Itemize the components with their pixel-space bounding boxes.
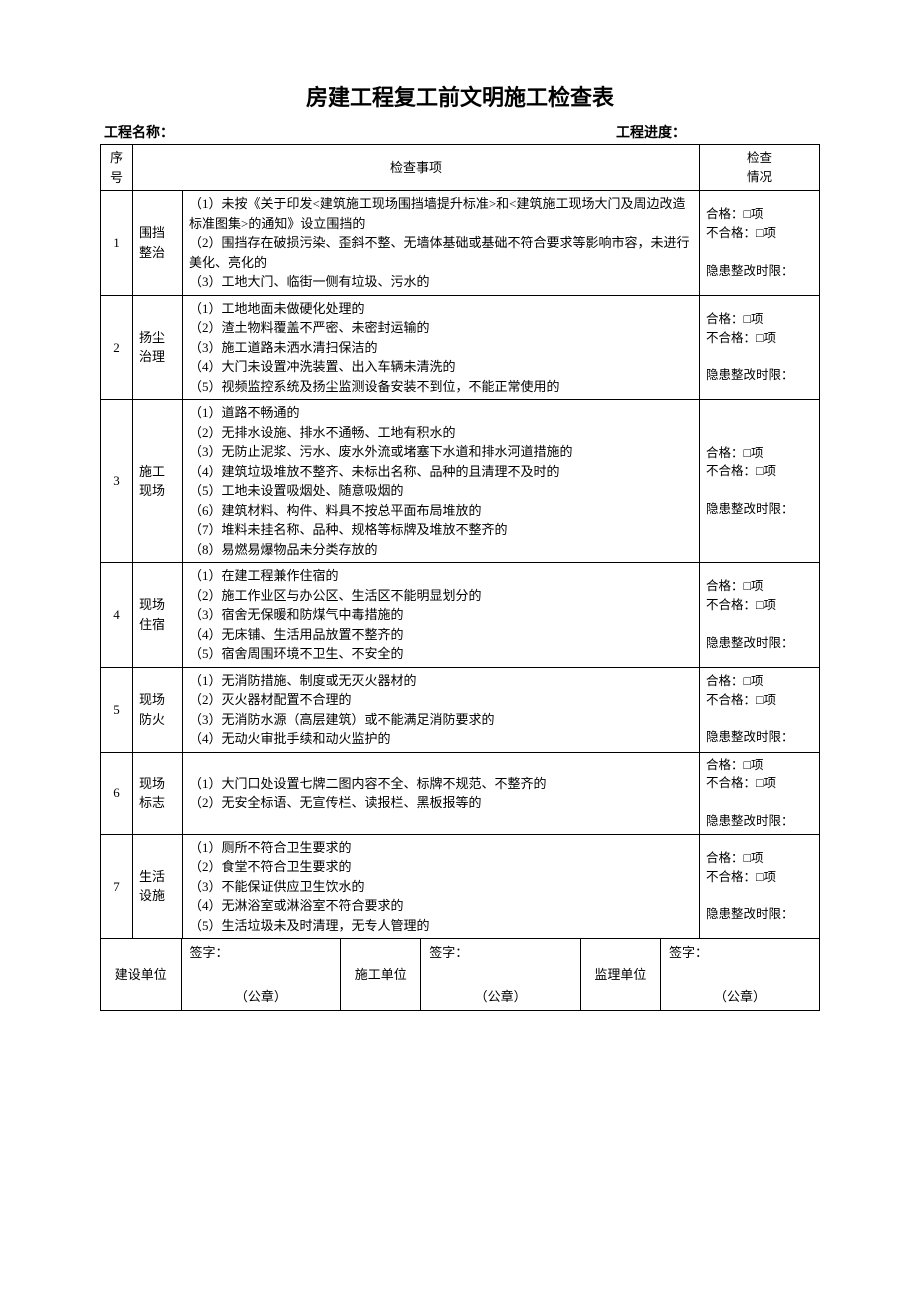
row-items: （1）道路不畅通的 （2）无排水设施、排水不通畅、工地有积水的 （3）无防止泥浆… bbox=[183, 400, 700, 563]
row-num: 6 bbox=[101, 752, 133, 834]
row-status: 合格：□项 不合格：□项 隐患整改时限： bbox=[700, 834, 820, 939]
row-status: 合格：□项 不合格：□项 隐患整改时限： bbox=[700, 667, 820, 752]
row-category: 现场防火 bbox=[133, 667, 183, 752]
table-row: 2 扬尘治理 （1）工地地面未做硬化处理的 （2）渣土物料覆盖不严密、未密封运输… bbox=[101, 295, 820, 400]
row-category: 围挡整治 bbox=[133, 191, 183, 296]
sig-content: 签字： （公章） bbox=[421, 939, 581, 1010]
table-row: 6 现场标志 （1）大门口处设置七牌二图内容不全、标牌不规范、不整齐的 （2）无… bbox=[101, 752, 820, 834]
inspection-table: 序号 检查事项 检查 情况 1 围挡整治 （1）未按《关于印发<建筑施工现场围挡… bbox=[100, 144, 820, 1011]
row-items: （1）大门口处设置七牌二图内容不全、标牌不规范、不整齐的 （2）无安全标语、无宣… bbox=[183, 752, 700, 834]
row-num: 1 bbox=[101, 191, 133, 296]
table-row: 5 现场防火 （1）无消防措施、制度或无灭火器材的 （2）灭火器材配置不合理的 … bbox=[101, 667, 820, 752]
table-row: 7 生活设施 （1）厕所不符合卫生要求的 （2）食堂不符合卫生要求的 （3）不能… bbox=[101, 834, 820, 939]
row-category: 现场标志 bbox=[133, 752, 183, 834]
row-category: 施工现场 bbox=[133, 400, 183, 563]
row-items: （1）未按《关于印发<建筑施工现场围挡墙提升标准>和<建筑施工现场大门及周边改造… bbox=[183, 191, 700, 296]
document-title: 房建工程复工前文明施工检查表 bbox=[100, 80, 820, 112]
project-name-label: 工程名称： bbox=[104, 122, 616, 142]
sig-unit-label: 监理单位 bbox=[580, 939, 660, 1010]
table-row: 3 施工现场 （1）道路不畅通的 （2）无排水设施、排水不通畅、工地有积水的 （… bbox=[101, 400, 820, 563]
header-items: 检查事项 bbox=[133, 145, 700, 191]
table-row: 4 现场住宿 （1）在建工程兼作住宿的 （2）施工作业区与办公区、生活区不能明显… bbox=[101, 563, 820, 668]
row-items: （1）在建工程兼作住宿的 （2）施工作业区与办公区、生活区不能明显划分的 （3）… bbox=[183, 563, 700, 668]
row-category: 扬尘治理 bbox=[133, 295, 183, 400]
row-status: 合格：□项 不合格：□项 隐患整改时限： bbox=[700, 563, 820, 668]
sig-sign-text: 签字： bbox=[429, 943, 572, 963]
row-category: 生活设施 bbox=[133, 834, 183, 939]
header-status: 检查 情况 bbox=[700, 145, 820, 191]
table-header-row: 序号 检查事项 检查 情况 bbox=[101, 145, 820, 191]
header-info: 工程名称： 工程进度： bbox=[100, 122, 820, 142]
sig-content: 签字： （公章） bbox=[181, 939, 341, 1010]
row-status: 合格：□项 不合格：□项 隐患整改时限： bbox=[700, 191, 820, 296]
sig-sign-text: 签字： bbox=[190, 943, 333, 963]
table-row: 1 围挡整治 （1）未按《关于印发<建筑施工现场围挡墙提升标准>和<建筑施工现场… bbox=[101, 191, 820, 296]
signature-row: 建设单位签字：（公章）施工单位签字：（公章）监理单位签字：（公章） bbox=[101, 939, 820, 1011]
sig-sign-text: 签字： bbox=[669, 943, 811, 963]
header-num: 序号 bbox=[101, 145, 133, 191]
sig-unit-label: 施工单位 bbox=[341, 939, 421, 1010]
row-num: 7 bbox=[101, 834, 133, 939]
row-items: （1）工地地面未做硬化处理的 （2）渣土物料覆盖不严密、未密封运输的 （3）施工… bbox=[183, 295, 700, 400]
sig-content: 签字： （公章） bbox=[660, 939, 819, 1010]
sig-seal-text: （公章） bbox=[669, 987, 811, 1007]
sig-seal-text: （公章） bbox=[190, 987, 333, 1007]
row-status: 合格：□项 不合格：□项 隐患整改时限： bbox=[700, 752, 820, 834]
row-num: 2 bbox=[101, 295, 133, 400]
sig-seal-text: （公章） bbox=[429, 987, 572, 1007]
row-category: 现场住宿 bbox=[133, 563, 183, 668]
row-items: （1）厕所不符合卫生要求的 （2）食堂不符合卫生要求的 （3）不能保证供应卫生饮… bbox=[183, 834, 700, 939]
row-num: 3 bbox=[101, 400, 133, 563]
row-items: （1）无消防措施、制度或无灭火器材的 （2）灭火器材配置不合理的 （3）无消防水… bbox=[183, 667, 700, 752]
row-status: 合格：□项 不合格：□项 隐患整改时限： bbox=[700, 400, 820, 563]
row-num: 4 bbox=[101, 563, 133, 668]
row-status: 合格：□项 不合格：□项 隐患整改时限： bbox=[700, 295, 820, 400]
project-progress-label: 工程进度： bbox=[616, 122, 816, 142]
sig-unit-label: 建设单位 bbox=[101, 939, 181, 1010]
row-num: 5 bbox=[101, 667, 133, 752]
